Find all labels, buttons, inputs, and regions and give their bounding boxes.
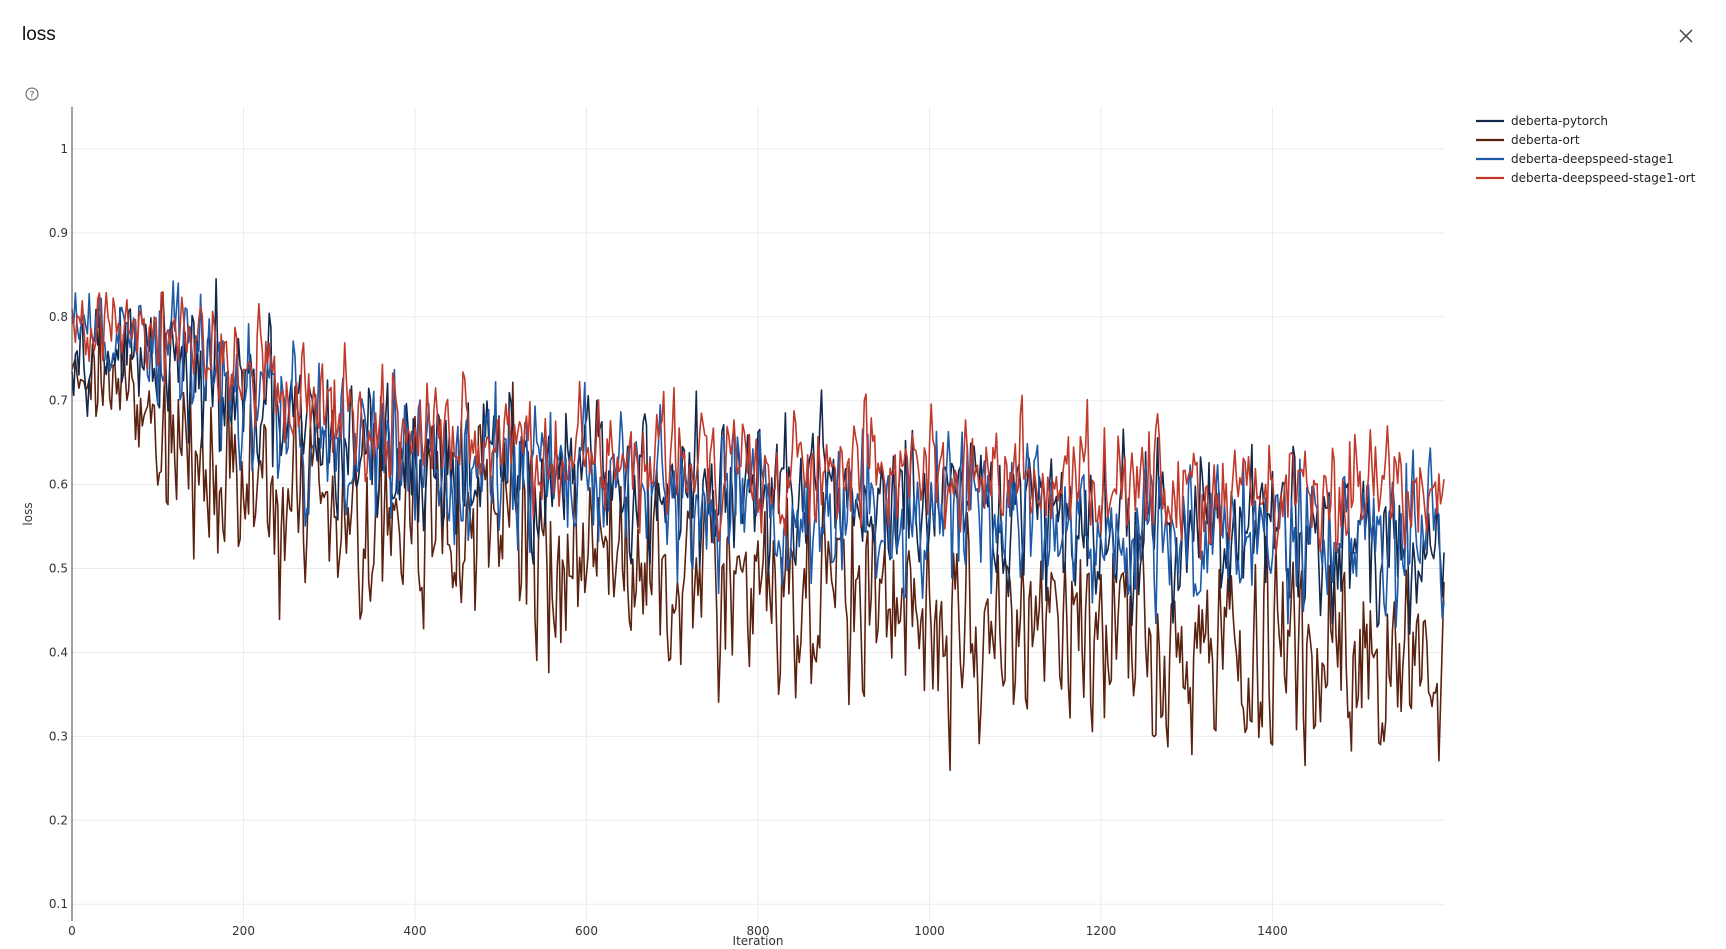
help-circle-icon[interactable]: ?	[25, 87, 39, 101]
y-tick-label: 0.5	[49, 562, 68, 576]
axes: 0.1 0.2 0.3 0.4 0.5 0.6 0.7 0.8 0.9 1 0 200 400 600 80…	[21, 107, 1288, 948]
legend-label-deberta-ort: deberta-ort	[1511, 133, 1580, 147]
y-tick-label: 1	[60, 142, 68, 156]
svg-text:?: ?	[30, 91, 35, 101]
y-tick-label: 0.6	[49, 478, 68, 492]
legend-label-deberta-deepspeed-stage1-ort: deberta-deepspeed-stage1-ort	[1511, 171, 1696, 185]
x-tick-label: 800	[747, 924, 770, 938]
legend: deberta-pytorch deberta-ort deberta-deepsp…	[1476, 114, 1696, 185]
series-line-deberta-ort	[71, 314, 1445, 771]
series-line-deberta-deepspeed-stage1-ort	[71, 291, 1445, 560]
page-title: loss	[22, 24, 56, 45]
x-axis-label: Iteration	[733, 934, 784, 948]
y-tick-label: 0.9	[49, 226, 68, 240]
close-icon[interactable]	[1676, 26, 1696, 46]
x-tick-label: 1000	[914, 924, 945, 938]
y-axis-label: loss	[21, 502, 35, 525]
y-tick-label: 0.3	[49, 729, 68, 743]
y-tick-label: 0.4	[49, 645, 68, 659]
y-tick-label: 0.2	[49, 813, 68, 827]
y-tick-label: 0.7	[49, 394, 68, 408]
x-tick-label: 1400	[1257, 924, 1288, 938]
legend-label-deberta-deepspeed-stage1: deberta-deepspeed-stage1	[1511, 152, 1674, 166]
series-layer	[71, 278, 1445, 771]
x-tick-label: 200	[232, 924, 255, 938]
x-tick-label: 1200	[1086, 924, 1117, 938]
y-tick-label: 0.1	[49, 897, 68, 911]
x-tick-label: 400	[404, 924, 427, 938]
x-tick-label: 600	[575, 924, 598, 938]
y-tick-label: 0.8	[49, 310, 68, 324]
legend-label-deberta-pytorch: deberta-pytorch	[1511, 114, 1608, 128]
x-tick-label: 0	[68, 924, 76, 938]
